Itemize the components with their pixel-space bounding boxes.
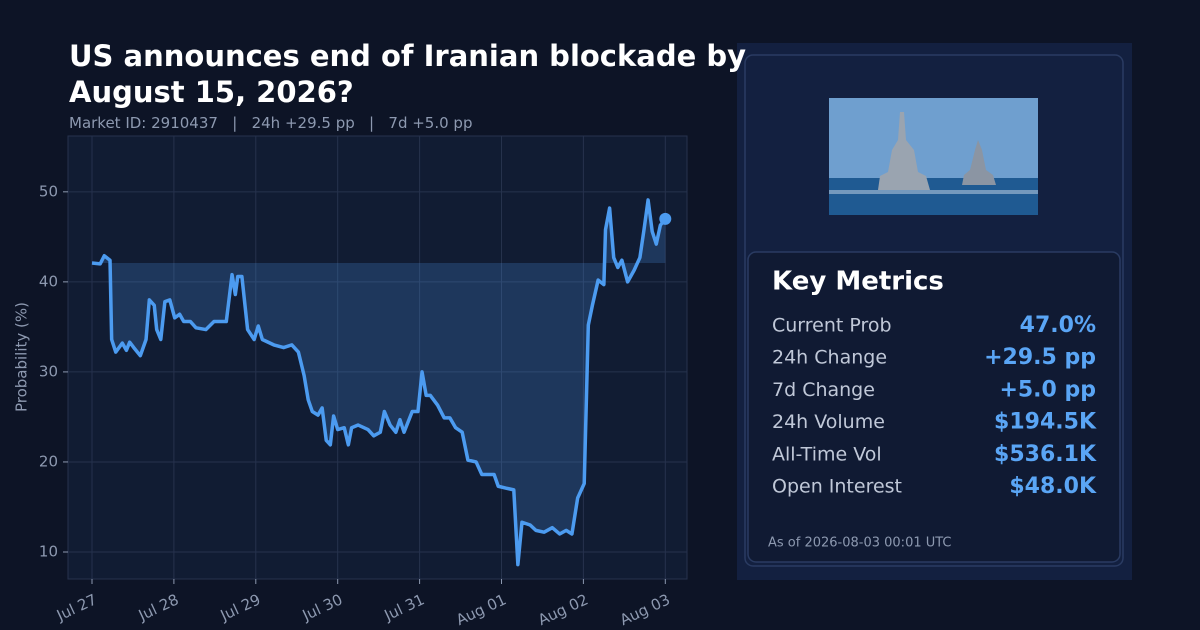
metric-label: Current Prob bbox=[772, 315, 892, 337]
plot: 10 20 30 40 50 Jul 27 Jul 28 Jul 29 Jul 30 Jul 31… bbox=[39, 136, 687, 629]
y-tick-label: 20 bbox=[39, 452, 58, 470]
metric-value: $48.0K bbox=[1009, 474, 1097, 499]
x-tick-label: Aug 03 bbox=[617, 590, 673, 629]
x-tick-label: Jul 27 bbox=[53, 590, 100, 624]
metric-label: 7d Change bbox=[772, 379, 875, 401]
metric-value: +29.5 pp bbox=[984, 345, 1096, 370]
y-tick-label: 30 bbox=[39, 362, 58, 380]
metric-value: $194.5K bbox=[994, 410, 1097, 435]
metric-label: Open Interest bbox=[772, 476, 902, 498]
metric-value: +5.0 pp bbox=[999, 377, 1096, 402]
metric-label: 24h Change bbox=[772, 347, 887, 369]
metrics: Current Prob 47.0% 24h Change +29.5 pp 7d Ch… bbox=[772, 313, 1097, 499]
y-axis-label: Probability (%) bbox=[13, 302, 31, 412]
ship-image bbox=[829, 98, 1038, 215]
title: US announces end of Iranian blockade by … bbox=[69, 39, 747, 109]
y-tick-label: 10 bbox=[39, 542, 58, 560]
end-marker bbox=[659, 212, 672, 225]
line bbox=[91, 198, 667, 567]
metric-label: 24h Volume bbox=[772, 411, 885, 433]
x-tick-label: Jul 28 bbox=[135, 590, 182, 624]
x-tick-label: Jul 29 bbox=[217, 590, 264, 624]
metric-label: All-Time Vol bbox=[772, 443, 882, 465]
x-tick-label: Aug 01 bbox=[453, 590, 509, 629]
y-tick-label: 50 bbox=[39, 182, 58, 200]
x-tick-label: Jul 30 bbox=[299, 590, 346, 624]
footnote: As of 2026-08-03 00:01 UTC bbox=[768, 536, 952, 551]
metrics-box bbox=[747, 251, 1121, 563]
metric-value: 47.0% bbox=[1020, 313, 1096, 338]
panel-border bbox=[744, 54, 1124, 567]
x-tick-label: Aug 02 bbox=[535, 590, 591, 629]
y-tick-label: 40 bbox=[39, 272, 58, 290]
metrics-heading: Key Metrics bbox=[772, 267, 944, 297]
x-tick-label: Jul 31 bbox=[381, 590, 428, 624]
subtitle: Market ID: 2910437 | 24h +29.5 pp | 7d +… bbox=[69, 114, 473, 132]
metric-value: $536.1K bbox=[994, 442, 1097, 467]
